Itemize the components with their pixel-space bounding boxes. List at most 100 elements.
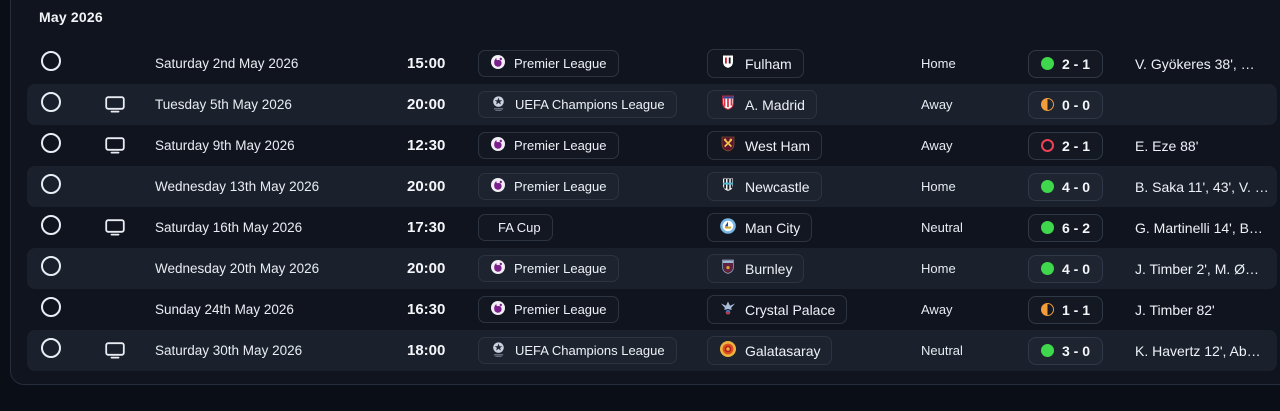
- competition-label: Premier League: [514, 261, 607, 276]
- fixture-date: Saturday 30th May 2026: [155, 343, 303, 358]
- radio-cell: [41, 338, 105, 363]
- burnley-crest-icon: [722, 259, 734, 274]
- competition-badge: UEFA Champions League: [478, 91, 677, 118]
- score-label: 3 - 0: [1062, 342, 1091, 359]
- score-cell: 4 - 0: [1028, 254, 1135, 283]
- venue-label: Away: [921, 138, 953, 153]
- fixture-row[interactable]: Saturday 2nd May 2026 15:00 Premier Leag…: [27, 43, 1277, 84]
- opponent-badge[interactable]: Crystal Palace: [707, 295, 848, 324]
- competition-badge: Premier League: [478, 50, 619, 77]
- fixture-row[interactable]: Saturday 30th May 2026 18:00 UEFA Champi…: [27, 330, 1277, 371]
- premier-league-icon: [491, 301, 505, 315]
- radio-cell: [41, 51, 105, 76]
- goalscorers: J. Timber 2', M. Ø…: [1135, 260, 1260, 277]
- fixture-row[interactable]: Sunday 24th May 2026 16:30 Premier Leagu…: [27, 289, 1277, 330]
- select-fixture-radio[interactable]: [41, 256, 61, 276]
- goalscorers: B. Saka 11', 43', V. …: [1135, 178, 1269, 195]
- opponent-cell: Man City: [707, 213, 921, 242]
- fixture-date: Wednesday 20th May 2026: [155, 261, 320, 276]
- tv-cell: [105, 342, 155, 359]
- competition-cell: UEFA Champions League: [478, 337, 707, 364]
- select-fixture-radio[interactable]: [41, 297, 61, 317]
- score-badge: 6 - 2: [1028, 213, 1104, 242]
- opponent-badge[interactable]: Newcastle: [707, 172, 822, 201]
- select-fixture-radio[interactable]: [41, 92, 61, 112]
- score-cell: 4 - 0: [1028, 172, 1135, 201]
- competition-badge: Premier League: [478, 255, 619, 282]
- goalscorers: V. Gyökeres 38', …: [1135, 55, 1255, 72]
- radio-cell: [41, 215, 105, 240]
- fixture-time: 17:30: [407, 219, 446, 236]
- opponent-label: Fulham: [745, 55, 792, 72]
- tv-cell: [105, 96, 155, 113]
- score-badge: 2 - 1: [1028, 49, 1104, 78]
- score-label: 2 - 1: [1062, 55, 1091, 72]
- fixture-row[interactable]: Saturday 9th May 2026 12:30 Premier Leag…: [27, 125, 1277, 166]
- fixture-row[interactable]: Wednesday 20th May 2026 20:00 Premier Le…: [27, 248, 1277, 289]
- opponent-crest-slot: [719, 217, 737, 238]
- opponent-badge[interactable]: Burnley: [707, 254, 805, 283]
- atletico-madrid-crest-icon: [722, 95, 734, 111]
- radio-cell: [41, 297, 105, 322]
- score-cell: 1 - 1: [1028, 295, 1135, 324]
- score-badge: 1 - 1: [1028, 295, 1104, 324]
- score-cell: 2 - 1: [1028, 131, 1135, 160]
- competition-label: Premier League: [514, 179, 607, 194]
- goalscorers: J. Timber 82': [1135, 301, 1215, 318]
- tv-broadcast-icon: [105, 219, 125, 236]
- opponent-badge[interactable]: Fulham: [707, 49, 804, 78]
- fixture-date: Wednesday 13th May 2026: [155, 179, 320, 194]
- man-city-crest-icon: [720, 218, 736, 234]
- opponent-crest-slot: [719, 176, 737, 197]
- competition-badge: Premier League: [478, 173, 619, 200]
- opponent-cell: Newcastle: [707, 172, 921, 201]
- select-fixture-radio[interactable]: [41, 338, 61, 358]
- goalscorers: K. Havertz 12', Ab…: [1135, 342, 1261, 359]
- competition-icon-slot: [490, 341, 507, 361]
- fixture-row[interactable]: Tuesday 5th May 2026 20:00 UEFA Champion…: [27, 84, 1277, 125]
- goalscorers: G. Martinelli 14', B…: [1135, 219, 1263, 236]
- radio-cell: [41, 174, 105, 199]
- score-label: 4 - 0: [1062, 260, 1091, 277]
- result-indicator-icon: [1041, 98, 1054, 111]
- competition-label: UEFA Champions League: [515, 343, 665, 358]
- opponent-badge[interactable]: Man City: [707, 213, 813, 242]
- competition-cell: Premier League: [478, 132, 707, 159]
- fixture-row[interactable]: Saturday 16th May 2026 17:30 FA Cup Man …: [27, 207, 1277, 248]
- competition-cell: FA Cup: [478, 214, 707, 241]
- competition-cell: Premier League: [478, 50, 707, 77]
- opponent-badge[interactable]: West Ham: [707, 131, 823, 160]
- competition-icon-slot: [490, 95, 507, 115]
- fixture-row[interactable]: Wednesday 13th May 2026 20:00 Premier Le…: [27, 166, 1277, 207]
- competition-cell: UEFA Champions League: [478, 91, 707, 118]
- competition-badge: Premier League: [478, 132, 619, 159]
- venue-label: Home: [921, 261, 956, 276]
- competition-cell: Premier League: [478, 296, 707, 323]
- score-cell: 2 - 1: [1028, 49, 1135, 78]
- score-cell: 6 - 2: [1028, 213, 1135, 242]
- score-badge: 3 - 0: [1028, 336, 1104, 365]
- competition-label: Premier League: [514, 56, 607, 71]
- west-ham-crest-icon: [721, 136, 735, 152]
- competition-label: UEFA Champions League: [515, 97, 665, 112]
- opponent-badge[interactable]: A. Madrid: [707, 90, 817, 119]
- goalscorers: E. Eze 88': [1135, 137, 1199, 154]
- opponent-crest-slot: [719, 135, 737, 156]
- tv-broadcast-icon: [105, 137, 125, 154]
- opponent-badge[interactable]: Galatasaray: [707, 336, 833, 365]
- select-fixture-radio[interactable]: [41, 174, 61, 194]
- result-indicator-icon: [1041, 57, 1054, 70]
- opponent-label: Man City: [745, 219, 801, 236]
- opponent-crest-slot: [719, 340, 737, 361]
- competition-icon-slot: [490, 177, 506, 196]
- score-cell: 0 - 0: [1028, 90, 1135, 119]
- opponent-cell: A. Madrid: [707, 90, 921, 119]
- score-badge: 4 - 0: [1028, 172, 1104, 201]
- score-label: 0 - 0: [1062, 96, 1091, 113]
- select-fixture-radio[interactable]: [41, 133, 61, 153]
- select-fixture-radio[interactable]: [41, 215, 61, 235]
- month-heading: May 2026: [39, 9, 103, 25]
- select-fixture-radio[interactable]: [41, 51, 61, 71]
- competition-badge: Premier League: [478, 296, 619, 323]
- opponent-cell: Crystal Palace: [707, 295, 921, 324]
